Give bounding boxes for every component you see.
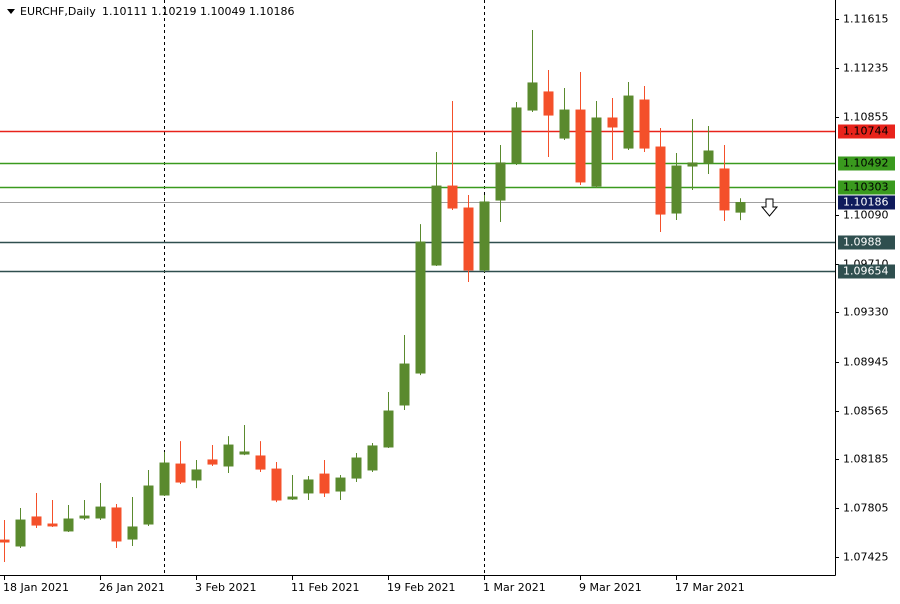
chart-title: EURCHF,Daily — [20, 5, 96, 18]
y-tick-label: 1.11235 — [843, 62, 889, 75]
candle-body — [415, 241, 426, 374]
candle-body — [79, 515, 90, 519]
candle-body — [399, 363, 410, 406]
candle-body — [191, 469, 202, 481]
candle-body — [655, 146, 666, 215]
candle-body — [607, 117, 618, 128]
y-tick-label: 1.07425 — [843, 551, 889, 564]
level-label: 1.0988 — [843, 236, 882, 249]
candle-body — [687, 162, 698, 167]
header-open: 1.10111 — [102, 5, 148, 18]
plot-area — [0, 30, 835, 563]
candle-body — [671, 165, 682, 214]
last-price-box — [838, 195, 895, 210]
level-label-box — [838, 124, 895, 139]
candle-body — [639, 99, 650, 149]
x-tick-label: 17 Mar 2021 — [675, 581, 745, 594]
y-tick-label: 1.08565 — [843, 405, 889, 418]
y-tick-label: 1.10090 — [843, 209, 889, 222]
candle-body — [127, 526, 138, 540]
candle-body — [15, 519, 26, 547]
candle-body — [511, 107, 522, 164]
header-low: 1.10049 — [200, 5, 246, 18]
candle-body — [175, 463, 186, 483]
candle-body — [367, 445, 378, 471]
candle-body — [255, 455, 266, 470]
candle-body — [143, 485, 154, 525]
level-label-box — [838, 264, 895, 279]
menu-arrow[interactable] — [7, 9, 15, 14]
y-tick-label: 1.08945 — [843, 356, 889, 369]
header-close: 1.10186 — [249, 5, 295, 18]
candle-body — [95, 506, 106, 519]
candle-body — [735, 201, 746, 213]
level-label-box — [838, 235, 895, 250]
candle-body — [495, 162, 506, 201]
candle-body — [271, 468, 282, 501]
candle-body — [47, 523, 58, 527]
candle-body — [479, 201, 490, 271]
candle-body — [0, 539, 10, 543]
last-price-label: 1.10186 — [843, 196, 889, 209]
candle-body — [335, 477, 346, 492]
candle-body — [223, 444, 234, 467]
level-label: 1.10744 — [843, 125, 889, 138]
candle-body — [159, 462, 170, 496]
candle-body — [303, 479, 314, 494]
candle-body — [319, 473, 330, 494]
candle-body — [703, 150, 714, 164]
candle-body — [207, 459, 218, 465]
candle-body — [431, 185, 442, 266]
y-tick-label: 1.10855 — [843, 111, 889, 124]
x-tick-label: 1 Mar 2021 — [483, 581, 546, 594]
sell-arrow — [760, 198, 779, 217]
candle-body — [239, 451, 250, 455]
candle-body — [591, 117, 602, 187]
level-label: 1.10303 — [843, 181, 889, 194]
header-high: 1.10219 — [151, 5, 197, 18]
level-label-box — [838, 180, 895, 195]
x-tick-label: 19 Feb 2021 — [387, 581, 455, 594]
candle-body — [575, 109, 586, 183]
x-tick-label: 26 Jan 2021 — [99, 581, 165, 594]
x-tick-label: 3 Feb 2021 — [195, 581, 256, 594]
candle-body — [351, 457, 362, 479]
x-tick-label: 9 Mar 2021 — [579, 581, 642, 594]
candle-body — [719, 168, 730, 211]
y-tick-label: 1.07805 — [843, 502, 889, 515]
candle-body — [111, 507, 122, 542]
candle-body — [527, 82, 538, 111]
candle-body — [623, 95, 634, 149]
y-tick-label: 1.08185 — [843, 453, 889, 466]
y-tick-label: 1.11615 — [843, 13, 889, 26]
candle-body — [31, 516, 42, 526]
candle-body — [559, 109, 570, 139]
y-tick-label: 1.09330 — [843, 306, 889, 319]
level-label: 1.10492 — [843, 157, 889, 170]
candle-body — [287, 496, 298, 500]
level-label: 1.09654 — [843, 265, 889, 278]
candle-body — [463, 207, 474, 271]
x-tick-label: 11 Feb 2021 — [291, 581, 359, 594]
candle-body — [63, 518, 74, 532]
level-label-box — [838, 156, 895, 171]
x-tick-label: 18 Jan 2021 — [3, 581, 69, 594]
candle-body — [447, 185, 458, 209]
candle-body — [543, 91, 554, 116]
candle-body — [383, 410, 394, 448]
